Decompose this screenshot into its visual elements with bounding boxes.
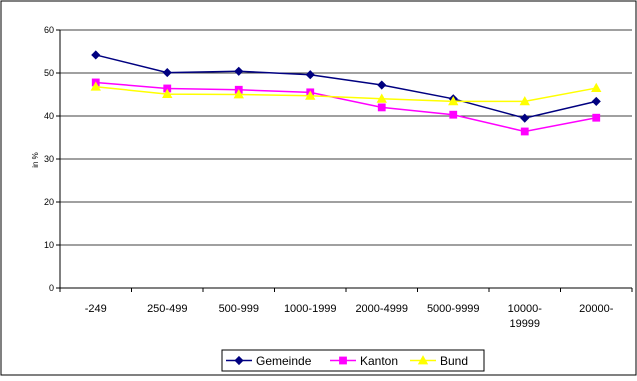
y-tick-label: 0: [49, 283, 54, 293]
data-point-gemeinde: [377, 80, 387, 90]
legend: Gemeinde Kanton Bund: [221, 349, 485, 372]
x-tick-label: 20000-: [579, 303, 614, 315]
data-point-bund: [591, 82, 602, 92]
x-tick-label: 250-499: [147, 303, 187, 315]
data-point-gemeinde: [234, 66, 244, 76]
series-gemeinde: [91, 50, 601, 123]
x-tick-label: 5000-9999: [427, 303, 480, 315]
data-point-bund: [519, 96, 530, 106]
x-tick-label: 1000-1999: [284, 303, 337, 315]
x-tick-label: 10000-19999: [508, 303, 543, 330]
y-tick-label: 20: [44, 197, 54, 207]
series-line-gemeinde: [95, 54, 597, 119]
data-point-gemeinde: [591, 96, 601, 106]
y-tick-label: 40: [44, 111, 54, 121]
data-point-bund: [162, 88, 173, 98]
legend-label-gemeinde: Gemeinde: [256, 354, 312, 368]
data-point-kanton: [520, 127, 529, 136]
series-line-kanton: [95, 81, 597, 133]
x-tick-label: 500-999: [219, 303, 259, 315]
data-point-gemeinde: [91, 50, 101, 60]
data-point-bund: [233, 89, 244, 99]
y-tick-label: 60: [44, 25, 54, 35]
legend-label-bund: Bund: [440, 354, 468, 368]
x-tick-label: 2000-4999: [355, 303, 408, 315]
data-point-bund: [376, 93, 387, 103]
legend-marker-kanton: [339, 356, 347, 365]
legend-label-kanton: Kanton: [360, 354, 398, 368]
series-bund: [90, 81, 602, 106]
y-tick-label: 10: [44, 240, 54, 250]
data-point-bund: [305, 90, 316, 100]
y-tick-label: 50: [44, 68, 54, 78]
data-point-kanton: [377, 103, 386, 112]
series-line-bund: [95, 86, 597, 103]
data-point-gemeinde: [520, 113, 530, 123]
data-point-gemeinde: [305, 70, 315, 80]
data-point-bund: [90, 81, 101, 91]
data-point-kanton: [592, 113, 601, 122]
data-point-bund: [448, 96, 459, 106]
y-tick-label: 30: [44, 154, 54, 164]
x-tick-label: -249: [85, 303, 107, 315]
y-axis-label: in %: [31, 152, 40, 168]
legend-marker-bund: [417, 355, 429, 365]
data-point-gemeinde: [162, 68, 172, 78]
data-point-kanton: [449, 110, 458, 119]
legend-marker-gemeinde: [234, 355, 244, 366]
